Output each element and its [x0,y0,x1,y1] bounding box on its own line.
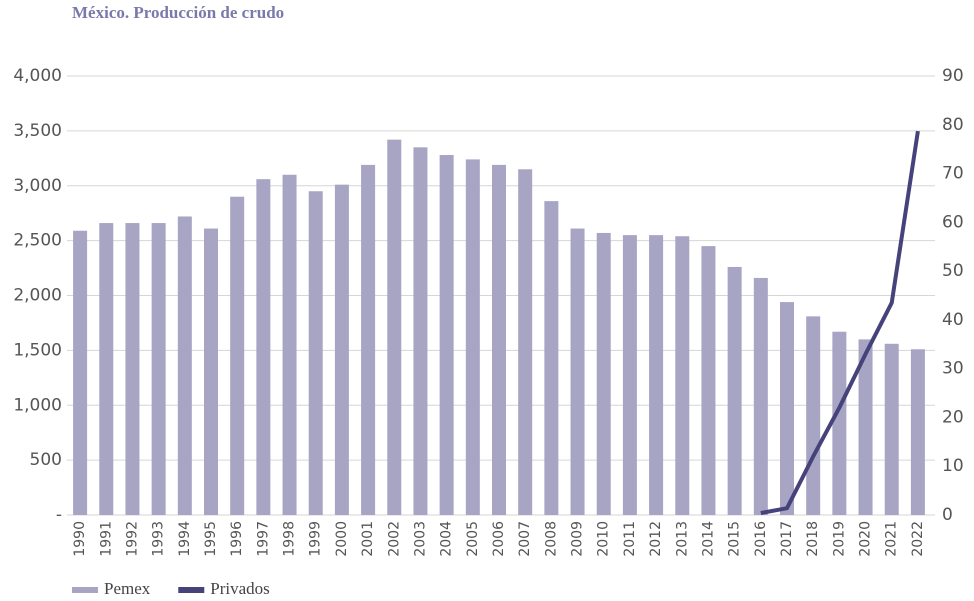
x-tick-label: 2012 [648,521,664,557]
x-tick-label: 2017 [779,521,795,557]
legend-label: Privados [210,579,270,598]
y2-tick-label: 30 [942,359,964,379]
x-tick-label: 1995 [203,521,219,557]
x-tick-label: 2011 [622,521,638,557]
bar [256,179,271,516]
bar [99,223,114,515]
x-tick-label: 2009 [570,521,586,557]
bar [753,277,768,515]
y-tick-label: - [56,505,62,525]
x-tick-label: 2007 [517,521,533,557]
x-tick-label: 2001 [360,521,376,557]
bar [806,316,821,515]
x-tick-label: 2006 [491,521,507,557]
bar [125,223,140,515]
bar [544,201,559,516]
bar [596,232,611,515]
legend-label: Pemex [104,579,151,598]
bar [649,235,664,515]
x-tick-label: 1992 [124,521,140,557]
y-tick-label: 2,000 [13,286,62,306]
bar [727,266,742,515]
x-tick-label: 2020 [858,521,874,557]
bar [465,159,480,515]
y2-tick-label: 70 [942,164,964,184]
x-tick-label: 2004 [439,521,455,557]
bar [308,191,323,516]
bar [910,349,925,515]
x-tick-label: 1991 [98,521,114,557]
bar [884,343,899,515]
x-tick-label: 2000 [334,521,350,557]
x-tick-label: 2021 [884,521,900,557]
bar [282,174,297,515]
bar [151,223,166,515]
y2-tick-label: 40 [942,310,964,330]
x-tick-label: 2014 [700,521,716,557]
x-tick-label: 2010 [596,521,612,557]
bar [177,216,192,516]
bar [439,155,454,515]
y-tick-label: 500 [30,450,62,470]
x-tick-label: 2002 [386,521,402,557]
x-tick-label: 2013 [674,521,690,557]
x-tick-label: 2022 [910,521,926,557]
y2-tick-label: 90 [942,66,964,86]
x-tick-label: 2005 [465,521,481,557]
bar [622,235,637,515]
bar [230,196,245,515]
x-tick-label: 2008 [543,521,559,557]
bar [334,184,349,515]
x-tick-label: 1997 [255,521,271,557]
x-tick-label: 2019 [831,521,847,557]
bar [361,164,376,515]
x-tick-label: 1999 [308,521,324,557]
y2-tick-label: 60 [942,212,964,232]
x-tick-label: 2003 [412,521,428,557]
x-tick-label: 2018 [805,521,821,557]
x-tick-label: 1990 [72,521,88,557]
y-tick-label: 1,500 [13,340,62,360]
line [760,130,920,516]
y2-tick-label: 0 [942,505,953,525]
y2-tick-label: 10 [942,456,964,476]
bar [518,169,533,515]
bar [73,230,88,515]
bar [832,331,847,515]
bar [570,228,585,516]
bar [387,139,402,515]
x-tick-label: 1996 [229,521,245,557]
chart-title: México. Producción de crudo [72,3,284,22]
bar [492,164,506,515]
bar [675,236,690,516]
bar [701,246,716,516]
y-tick-label: 2,500 [13,231,62,251]
y-tick-label: 1,000 [13,395,62,415]
bar [858,339,873,515]
y-tick-label: 3,000 [13,176,62,196]
bar [413,147,428,515]
bar [204,228,218,516]
x-tick-label: 1994 [177,521,193,557]
x-tick-label: 1993 [151,521,167,557]
y-tick-label: 4,000 [13,66,62,86]
y-tick-label: 3,500 [13,121,62,141]
y2-tick-label: 80 [942,115,964,135]
y2-tick-label: 20 [942,407,964,427]
x-tick-label: 2015 [727,521,743,557]
x-tick-label: 1998 [282,521,298,557]
x-tick-label: 2016 [753,521,769,557]
y2-tick-label: 50 [942,261,964,281]
bar [780,302,794,515]
